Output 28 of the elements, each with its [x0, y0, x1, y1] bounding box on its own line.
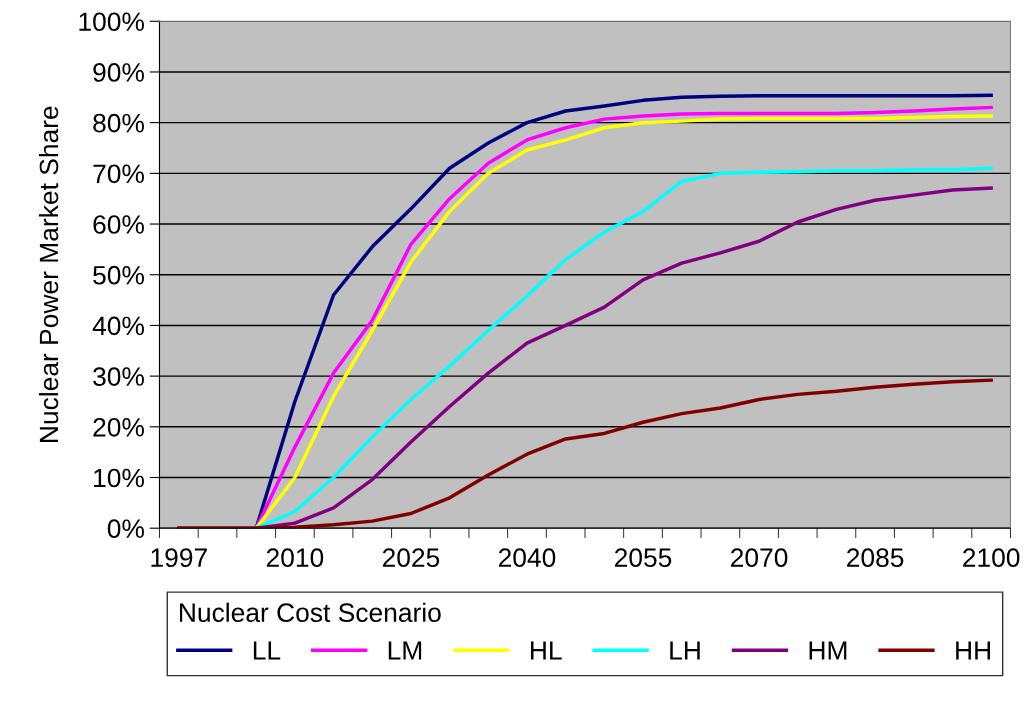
x-tick-label: 2025 — [382, 548, 440, 568]
y-tick-label: 10% — [94, 468, 144, 488]
y-tick-label: 100% — [79, 12, 144, 32]
legend-label: LH — [670, 641, 700, 660]
line-series — [177, 378, 993, 529]
x-tick-label: 2070 — [731, 548, 788, 568]
legend-title: Nuclear Cost Scenario — [180, 602, 441, 623]
y-tick-label: 20% — [93, 417, 144, 437]
legend-label: HM — [809, 641, 847, 660]
legend-label: LL — [253, 641, 281, 660]
legend-label: HH — [956, 641, 990, 660]
legend-label: LM — [388, 641, 422, 660]
y-tick-label: 60% — [93, 215, 144, 234]
x-tick-label: 2085 — [847, 548, 904, 568]
x-tick-label: 2010 — [266, 548, 324, 568]
x-tick-label: 1997 — [151, 548, 207, 568]
x-tick-label: 2055 — [614, 548, 672, 568]
y-tick-label: 0% — [107, 519, 144, 539]
y-tick-label: 50% — [93, 265, 144, 285]
x-tick-label: 2040 — [498, 548, 556, 568]
y-tick-label: 40% — [92, 316, 144, 336]
y-axis-title: Nuclear Power Market Share — [38, 106, 59, 442]
y-tick-label: 90% — [93, 63, 144, 82]
y-tick-label: 80% — [93, 113, 144, 133]
y-tick-label: 70% — [93, 164, 144, 184]
y-tick-label: 30% — [93, 367, 144, 386]
x-tick-label: 2100 — [963, 548, 1020, 568]
legend-label: HL — [531, 641, 562, 660]
